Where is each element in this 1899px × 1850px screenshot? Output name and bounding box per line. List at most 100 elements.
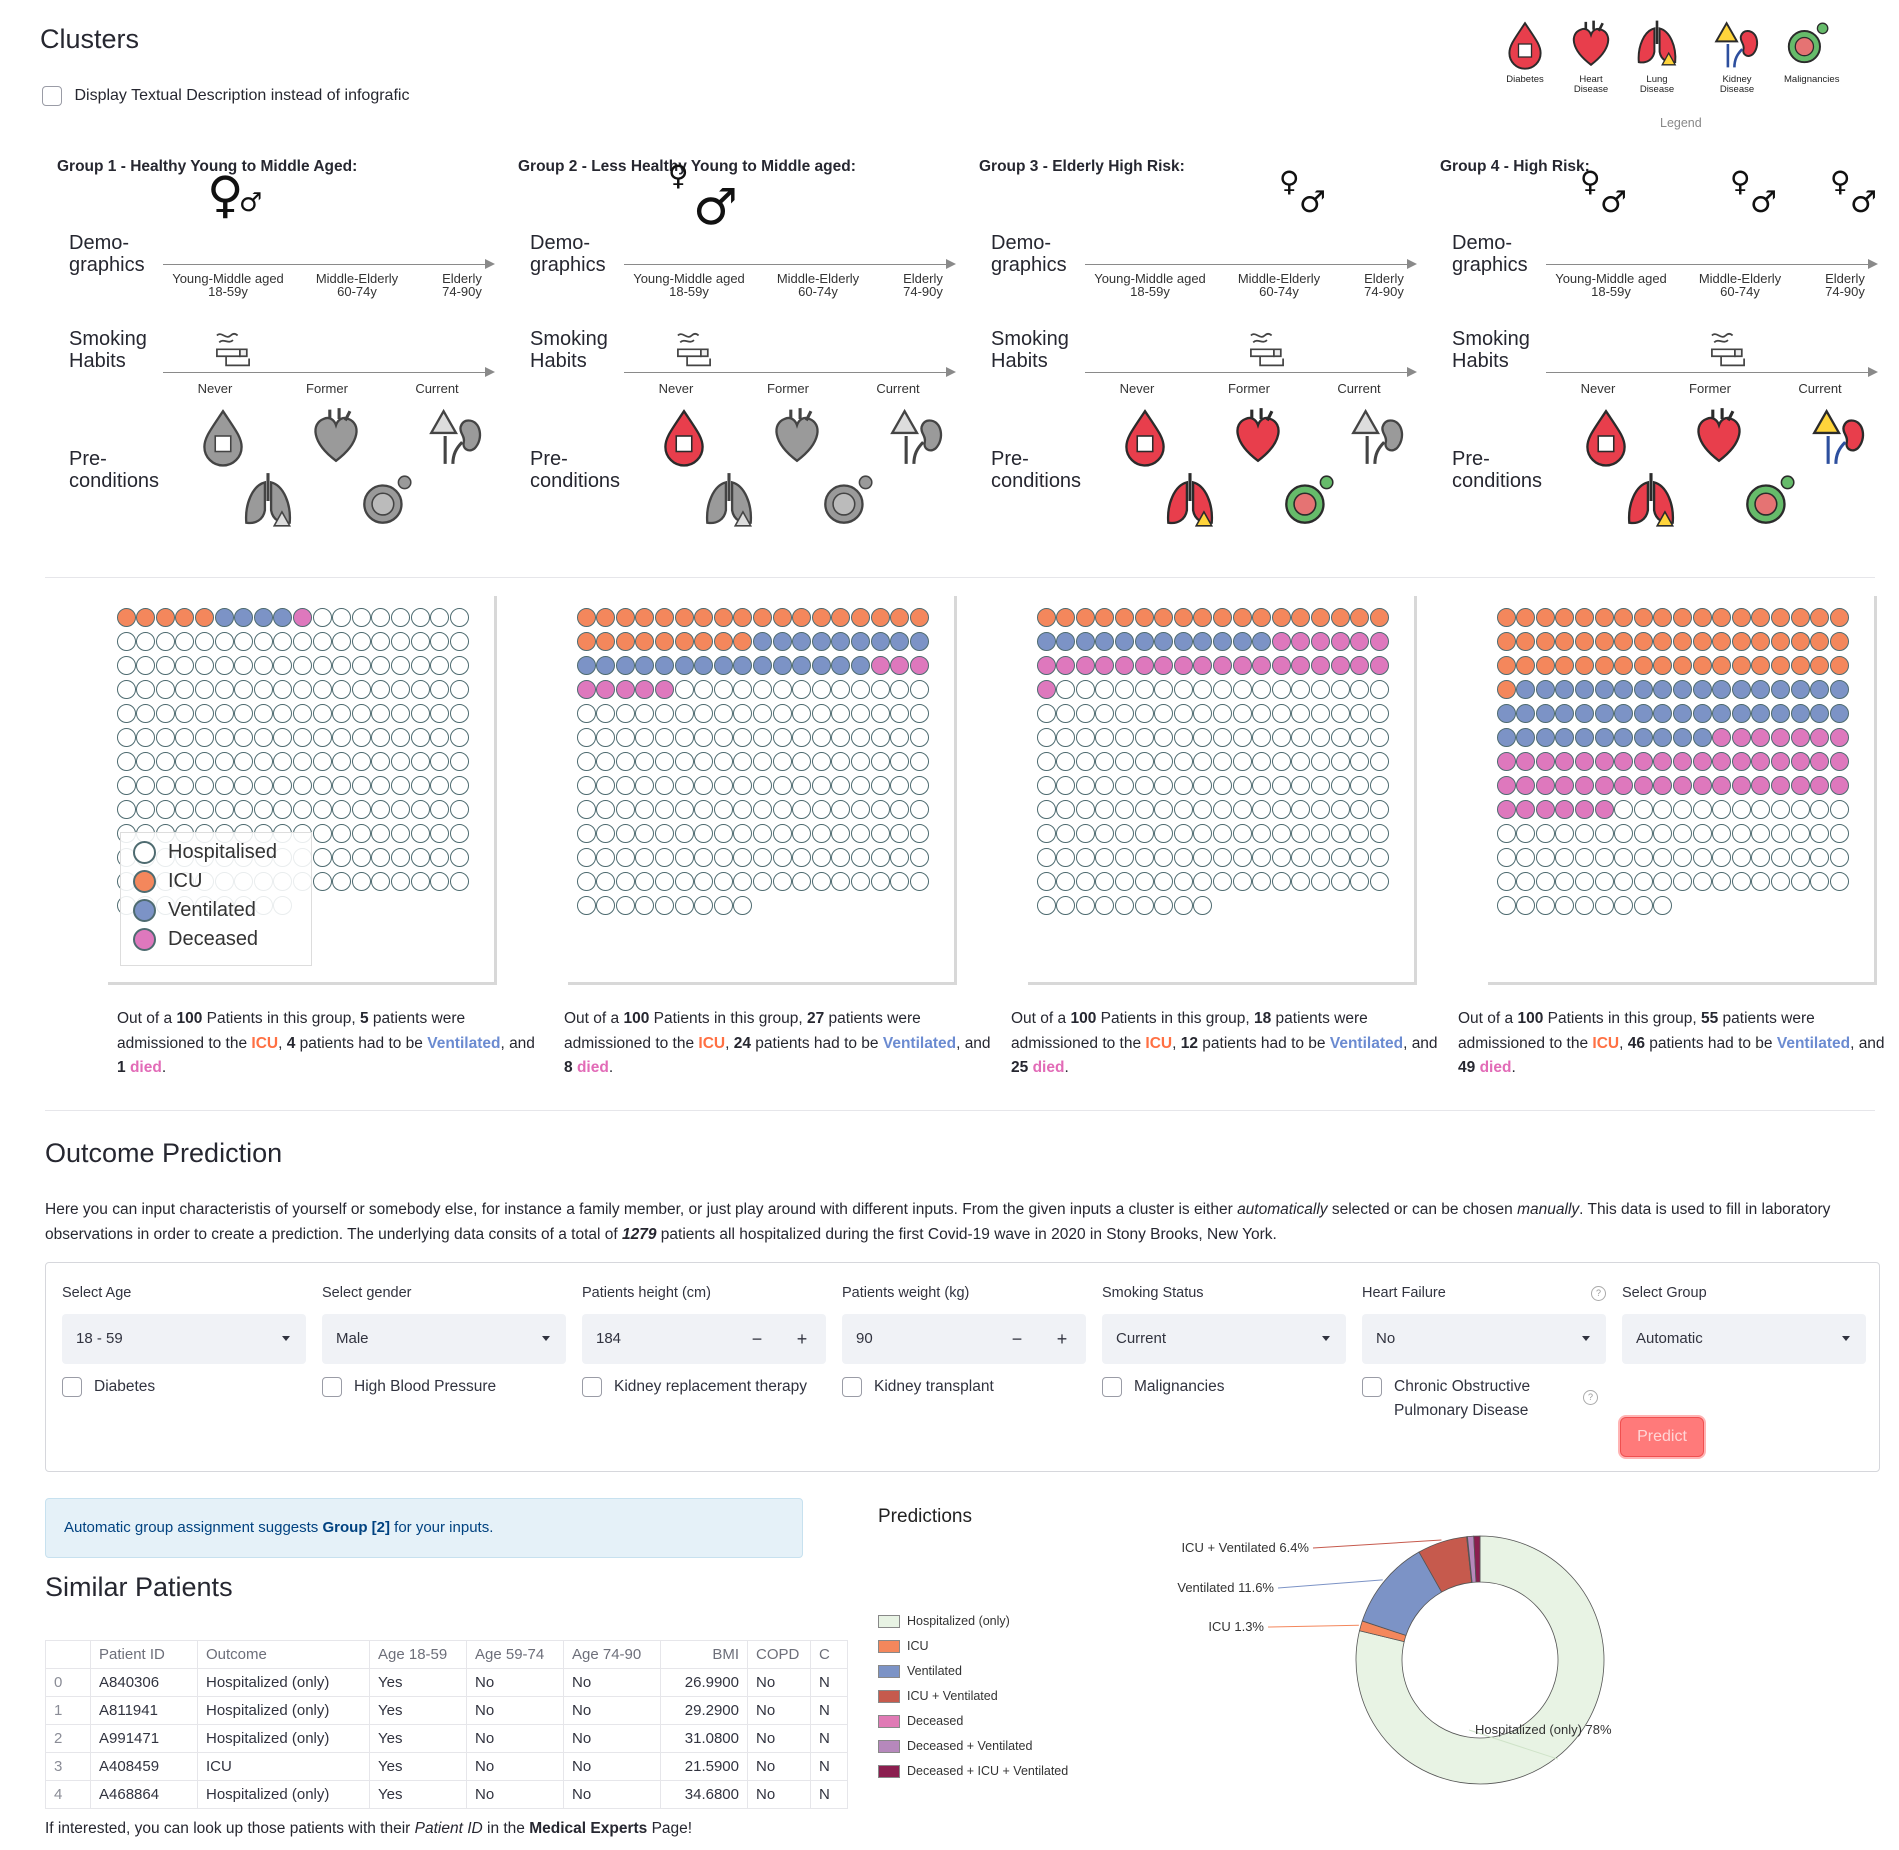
waffle-dot — [576, 752, 596, 771]
height-decrement-button[interactable]: − — [751, 1329, 763, 1349]
condition-checkbox-row[interactable]: Diabetes — [62, 1377, 155, 1399]
waffle-dot — [1555, 632, 1575, 651]
waffle-dot — [1633, 752, 1653, 771]
waffle-dot — [1330, 632, 1350, 651]
table-cell: N — [810, 1780, 848, 1809]
waffle-dot — [351, 800, 371, 819]
table-row[interactable]: 3 A408459 ICU Yes No No 21.5900 No N — [45, 1752, 848, 1781]
donut-slice[interactable] — [1355, 1535, 1605, 1785]
chart-legend-item[interactable]: Ventilated — [878, 1664, 962, 1679]
waffle-dot — [654, 800, 674, 819]
age-tick-label: Young-Middle aged — [1094, 271, 1206, 286]
table-header-cell[interactable]: Patient ID — [90, 1640, 198, 1669]
group-select[interactable]: Automatic — [1622, 1314, 1866, 1364]
chart-legend-item[interactable]: Deceased + ICU + Ventilated — [878, 1764, 1068, 1779]
weight-decrement-button[interactable]: − — [1011, 1329, 1023, 1349]
waffle-dot — [332, 632, 352, 651]
waffle-dot — [772, 776, 792, 795]
waffle-dot — [116, 728, 136, 747]
condition-checkbox[interactable] — [1362, 1377, 1382, 1397]
waffle-dot — [1614, 800, 1634, 819]
table-row[interactable]: 4 A468864 Hospitalized (only) Yes No No 34.680… — [45, 1780, 848, 1809]
waffle-dot — [1829, 608, 1849, 627]
waffle-dot — [1232, 656, 1252, 675]
donut-slice[interactable] — [1473, 1535, 1481, 1583]
waffle-dot — [136, 728, 156, 747]
waffle-dot — [1350, 608, 1370, 627]
waffle-dot — [694, 800, 714, 819]
chart-legend-swatch — [878, 1690, 900, 1704]
waffle-dot — [410, 728, 430, 747]
textual-description-checkbox[interactable] — [42, 86, 62, 106]
waffle-dot — [1173, 896, 1193, 915]
condition-checkbox[interactable] — [62, 1377, 82, 1397]
condition-checkbox[interactable] — [322, 1377, 342, 1397]
condition-checkbox-row[interactable]: High Blood Pressure — [322, 1377, 496, 1399]
table-row[interactable]: 0 A840306 Hospitalized (only) Yes No No 26.990… — [45, 1668, 848, 1697]
group-title: Group 1 - Healthy Young to Middle Aged: — [57, 158, 358, 175]
waffle-legend: Hospitalised ICU Ventilated Deceased — [120, 832, 312, 966]
table-header-cell[interactable]: BMI — [660, 1640, 748, 1669]
waffle-dot — [1291, 824, 1311, 843]
waffle-dot — [1692, 608, 1712, 627]
chart-legend-item[interactable]: Deceased — [878, 1714, 963, 1729]
chart-legend-item[interactable]: ICU + Ventilated — [878, 1689, 998, 1704]
weight-increment-button[interactable]: + — [1056, 1329, 1068, 1349]
waffle-dot — [1075, 632, 1095, 651]
heart-failure-help-icon[interactable]: ? — [1591, 1286, 1606, 1301]
condition-checkbox-row[interactable]: Chronic Obstructive Pulmonary Disease — [1362, 1377, 1530, 1423]
chart-legend-item[interactable]: Deceased + Ventilated — [878, 1739, 1032, 1754]
table-header-cell[interactable]: Age 18-59 — [369, 1640, 467, 1669]
textual-description-toggle[interactable]: Display Textual Description instead of i… — [42, 86, 409, 106]
waffle-dot — [1212, 824, 1232, 843]
age-select[interactable]: 18 - 59 — [62, 1314, 306, 1364]
waffle-dot — [1291, 776, 1311, 795]
chart-legend-item[interactable]: Hospitalized (only) — [878, 1614, 1010, 1629]
waffle-dot — [1516, 608, 1536, 627]
smoking-select[interactable]: Current — [1102, 1314, 1346, 1364]
table-header-cell[interactable]: C — [810, 1640, 848, 1669]
description-number: 12 — [1180, 1034, 1198, 1052]
condition-checkbox-row[interactable]: Kidney replacement therapy — [582, 1377, 807, 1399]
table-header-cell[interactable]: Age 74-90 — [563, 1640, 661, 1669]
height-input[interactable]: 184 − + — [582, 1314, 826, 1364]
heart-failure-select[interactable]: No — [1362, 1314, 1606, 1364]
table-header-cell[interactable] — [45, 1640, 91, 1669]
copd-help-icon[interactable]: ? — [1583, 1390, 1598, 1405]
male-icon: ♂ — [239, 188, 263, 218]
waffle-dot — [1574, 824, 1594, 843]
condition-checkbox-row[interactable]: Kidney transplant — [842, 1377, 994, 1399]
waffle-dot — [1134, 632, 1154, 651]
gender-select[interactable]: Male — [322, 1314, 566, 1364]
condition-checkbox[interactable] — [582, 1377, 602, 1397]
condition-checkbox[interactable] — [842, 1377, 862, 1397]
weight-input[interactable]: 90 − + — [842, 1314, 1086, 1364]
waffle-dot — [1350, 824, 1370, 843]
chart-legend-item[interactable]: ICU — [878, 1639, 929, 1654]
table-header-cell[interactable]: Age 59-74 — [466, 1640, 564, 1669]
waffle-dot — [1614, 608, 1634, 627]
table-header-cell[interactable]: Outcome — [197, 1640, 370, 1669]
table-header-cell[interactable]: COPD — [747, 1640, 811, 1669]
table-row[interactable]: 2 A991471 Hospitalized (only) Yes No No 31.080… — [45, 1724, 848, 1753]
waffle-dot — [430, 704, 450, 723]
waffle-dot — [1232, 776, 1252, 795]
male-icon: ♂ — [1600, 185, 1627, 220]
waffle-dot — [116, 608, 136, 627]
predict-button[interactable]: Predict — [1620, 1417, 1704, 1457]
waffle-dot — [1173, 680, 1193, 699]
row-label-pre: Pre- conditions — [69, 448, 160, 492]
waffle-dot — [1252, 800, 1272, 819]
condition-checkbox-row[interactable]: Malignancies — [1102, 1377, 1224, 1399]
waffle-dot — [1095, 632, 1115, 651]
waffle-dot — [1291, 752, 1311, 771]
height-increment-button[interactable]: + — [796, 1329, 808, 1349]
age-tick-label: Young-Middle aged — [172, 271, 284, 286]
waffle-dot — [175, 632, 195, 651]
waffle-dot — [576, 848, 596, 867]
waffle-dot — [1594, 608, 1614, 627]
waffle-dot — [1731, 872, 1751, 891]
table-row[interactable]: 1 A811941 Hospitalized (only) Yes No No 29.290… — [45, 1696, 848, 1725]
waffle-dot — [1271, 680, 1291, 699]
condition-checkbox[interactable] — [1102, 1377, 1122, 1397]
